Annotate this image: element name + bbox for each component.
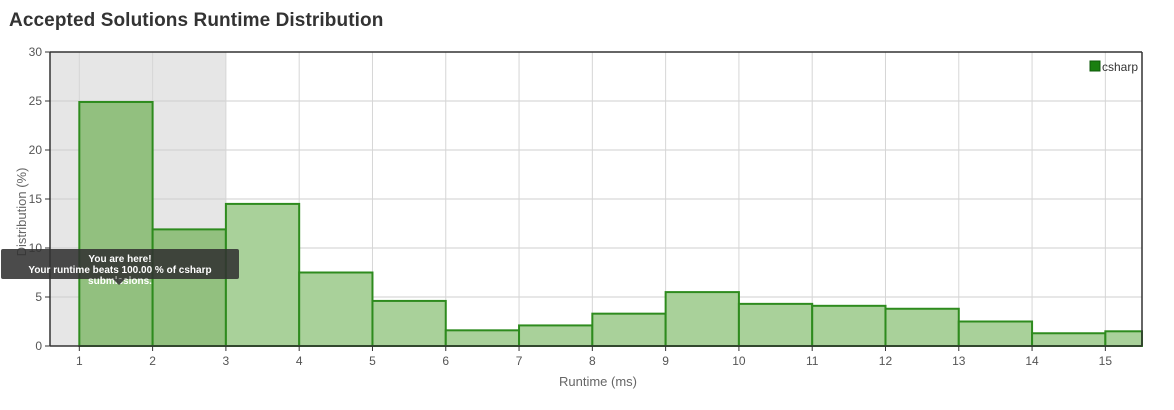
legend[interactable]: csharp xyxy=(1089,60,1138,74)
histogram-bar[interactable] xyxy=(884,307,960,348)
x-tick-label: 13 xyxy=(952,354,966,368)
y-tick-label: 20 xyxy=(29,143,43,157)
legend-label-csharp: csharp xyxy=(1102,60,1138,74)
x-tick-label: 10 xyxy=(732,354,746,368)
tooltip-pointer xyxy=(113,279,125,285)
x-tick-label: 7 xyxy=(516,354,523,368)
x-tick-label: 1 xyxy=(76,354,83,368)
x-tick-label: 4 xyxy=(296,354,303,368)
x-tick-label: 2 xyxy=(149,354,156,368)
x-tick-label: 8 xyxy=(589,354,596,368)
y-tick-label: 0 xyxy=(35,339,42,353)
histogram-bar[interactable] xyxy=(371,299,447,348)
x-tick-label: 9 xyxy=(662,354,669,368)
histogram-bar[interactable] xyxy=(78,100,154,348)
x-tick-label: 12 xyxy=(879,354,893,368)
x-tick-label: 6 xyxy=(442,354,449,368)
histogram-bar[interactable] xyxy=(737,302,814,347)
histogram-bar[interactable] xyxy=(518,324,594,348)
y-tick-label: 15 xyxy=(29,192,43,206)
histogram-bar[interactable] xyxy=(811,304,887,348)
histogram-bar[interactable] xyxy=(957,320,1034,347)
histogram-bar[interactable] xyxy=(1031,332,1107,348)
y-tick-label: 30 xyxy=(29,45,43,59)
x-tick-label: 5 xyxy=(369,354,376,368)
y-tick-label: 5 xyxy=(35,290,42,304)
chart-title: Accepted Solutions Runtime Distribution xyxy=(9,10,384,31)
y-tick-label: 25 xyxy=(29,94,43,108)
histogram-bar[interactable] xyxy=(151,228,227,348)
x-tick-label: 3 xyxy=(223,354,230,368)
x-axis-label: Runtime (ms) xyxy=(559,374,637,389)
tooltip-line-you-are-here: You are here! xyxy=(88,254,152,265)
histogram-bar[interactable] xyxy=(1104,330,1144,347)
y-axis-label: Distribution (%) xyxy=(14,168,29,257)
legend-swatch-csharp xyxy=(1089,60,1101,72)
x-tick-label: 11 xyxy=(806,354,819,368)
runtime-tooltip: You are here! Your runtime beats 100.00 … xyxy=(1,249,239,287)
histogram-bar[interactable] xyxy=(591,312,667,348)
x-tick-label: 15 xyxy=(1099,354,1113,368)
histogram-bar[interactable] xyxy=(664,291,740,348)
x-tick-label: 14 xyxy=(1025,354,1039,368)
histogram-bar[interactable] xyxy=(298,271,374,347)
histogram-bar[interactable] xyxy=(444,329,521,348)
